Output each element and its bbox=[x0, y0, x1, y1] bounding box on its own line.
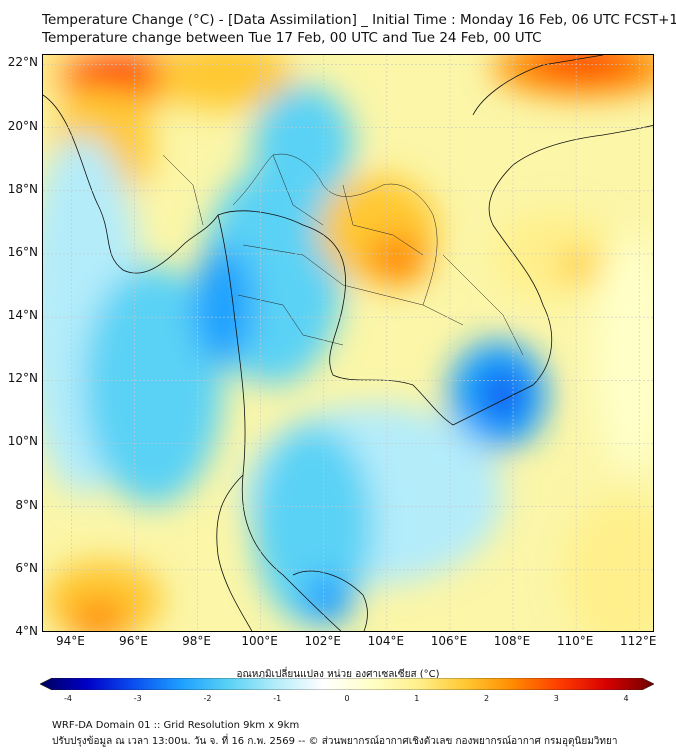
colorbar-tick: -1 bbox=[273, 694, 282, 703]
lat-label: 16°N bbox=[7, 244, 38, 259]
lat-label: 8°N bbox=[15, 497, 38, 512]
lat-label: 10°N bbox=[7, 434, 38, 449]
lon-label: 98°E bbox=[182, 634, 211, 648]
colorbar-tick: -2 bbox=[203, 694, 212, 703]
lat-label: 20°N bbox=[7, 118, 38, 133]
credit-line: ปรับปรุงข้อมูล ณ เวลา 13:00น. วัน จ. ที่… bbox=[52, 736, 618, 747]
temperature-field bbox=[43, 55, 653, 631]
map-subtitle: Temperature change between Tue 17 Feb, 0… bbox=[42, 30, 542, 46]
colorbar-tick: 0 bbox=[344, 694, 350, 703]
colorbar-tick: 3 bbox=[553, 694, 559, 703]
model-info: WRF-DA Domain 01 :: Grid Resolution 9km … bbox=[52, 720, 300, 731]
lat-label: 14°N bbox=[7, 308, 38, 323]
lon-label: 110°E bbox=[556, 634, 594, 648]
lat-label: 18°N bbox=[7, 181, 38, 196]
colorbar-tick: 2 bbox=[483, 694, 490, 703]
lon-label: 112°E bbox=[619, 634, 657, 648]
lon-label: 100°E bbox=[241, 634, 278, 648]
lat-label: 22°N bbox=[7, 55, 38, 70]
colorbar bbox=[40, 678, 654, 690]
colorbar-tick: 1 bbox=[414, 694, 420, 703]
coastlines bbox=[43, 55, 653, 631]
lat-label: 12°N bbox=[7, 371, 38, 386]
lat-label: 4°N bbox=[15, 624, 38, 638]
map-canvas bbox=[43, 55, 653, 631]
colorbar-tick: 4 bbox=[623, 694, 629, 703]
colorbar-gradient bbox=[40, 678, 654, 690]
graticule bbox=[43, 55, 653, 631]
lon-label: 96°E bbox=[119, 634, 148, 648]
lon-label: 102°E bbox=[304, 634, 342, 648]
colorbar-label: อุณหภูมิเปลี่ยนแปลง หน่วย องศาเซลเซียส (… bbox=[236, 669, 440, 680]
lon-label: 106°E bbox=[430, 634, 468, 648]
temperature-change-map[interactable] bbox=[42, 54, 654, 632]
lon-label: 104°E bbox=[367, 634, 405, 648]
lon-label: 108°E bbox=[493, 634, 531, 648]
map-title: Temperature Change (°C) - [Data Assimila… bbox=[42, 12, 676, 28]
colorbar-tick: -3 bbox=[133, 694, 142, 703]
colorbar-tick: -4 bbox=[64, 694, 72, 703]
lat-label: 6°N bbox=[15, 560, 38, 575]
lon-label: 94°E bbox=[55, 634, 85, 648]
